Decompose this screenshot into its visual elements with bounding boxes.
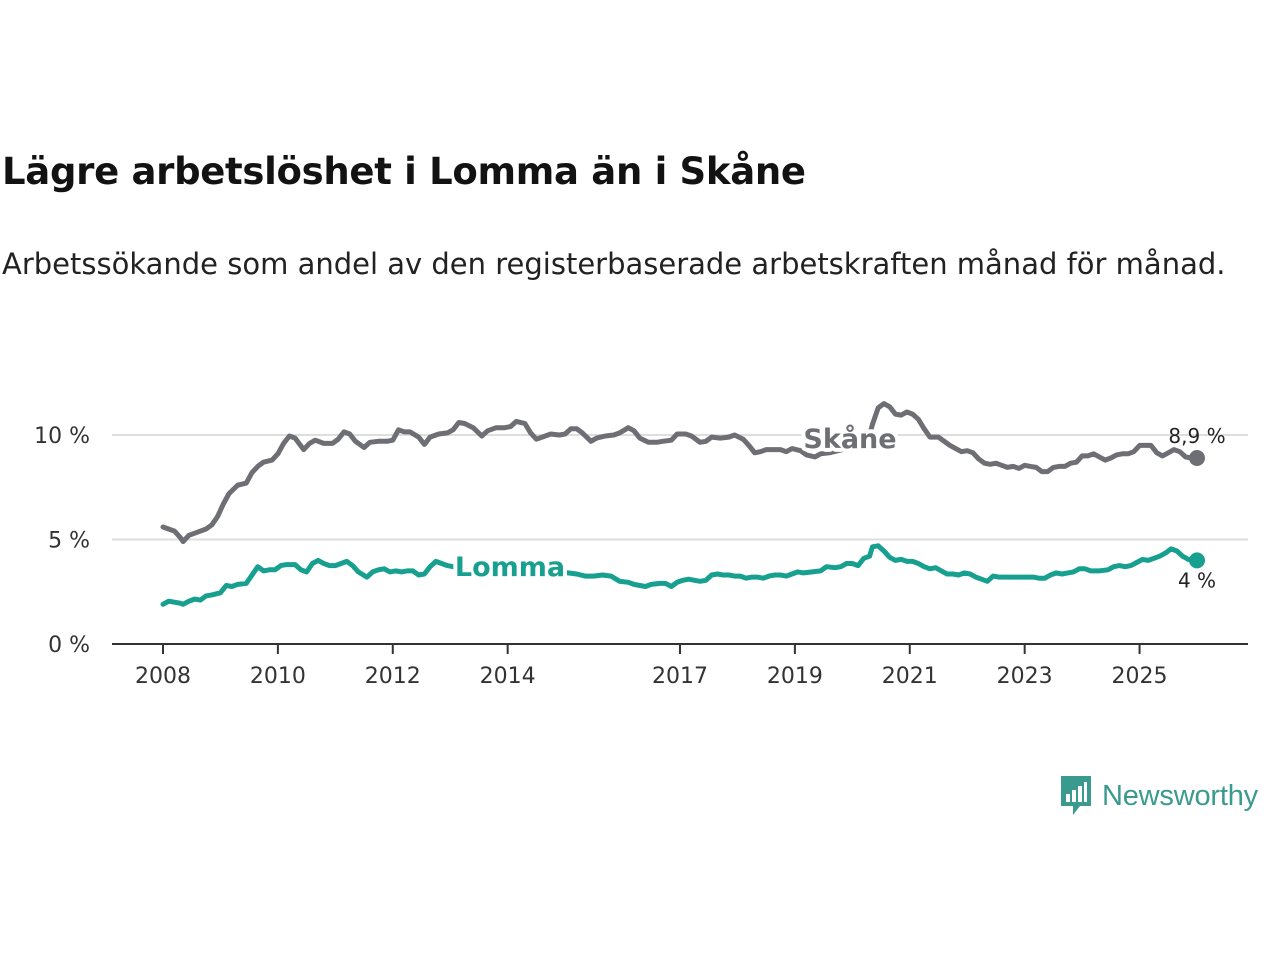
series-name-label: Lomma xyxy=(455,552,565,583)
x-tick-label: 2023 xyxy=(997,664,1053,689)
x-axis-ticks: 2008 2010 2012 2014 2017 2019 2021 2023 2025 xyxy=(135,644,1168,689)
chart-title: Lägre arbetslöshet i Lomma än i Skåne xyxy=(2,150,806,193)
newsworthy-logo-text: Newsworthy xyxy=(1102,779,1258,812)
x-tick-label: 2017 xyxy=(652,664,708,689)
x-tick-label: 2010 xyxy=(250,664,306,689)
series-lines xyxy=(160,401,1205,607)
x-tick-label: 2019 xyxy=(767,664,823,689)
x-tick-label: 2021 xyxy=(882,664,938,689)
series-end-point-skåne xyxy=(1189,449,1205,466)
series-name-label: Skåne xyxy=(803,423,896,455)
series-labels: 8,9 % 4 % Skåne Lomma xyxy=(451,419,1226,592)
y-axis-ticks: 0 % 5 % 10 % xyxy=(34,424,90,658)
x-tick-label: 2025 xyxy=(1112,664,1168,689)
x-tick-label: 2008 xyxy=(135,664,191,689)
y-tick-label: 5 % xyxy=(48,529,90,554)
series-end-point-lomma xyxy=(1189,552,1205,569)
x-tick-label: 2014 xyxy=(480,664,536,689)
end-value-label: 8,9 % xyxy=(1168,424,1225,448)
series-line-skåne xyxy=(160,401,1200,545)
y-tick-label: 0 % xyxy=(48,633,90,658)
newsworthy-logo-icon xyxy=(1061,776,1091,815)
chart-subtitle: Arbetssökande som andel av den registerb… xyxy=(2,247,1226,281)
newsworthy-logo[interactable]: Newsworthy xyxy=(1058,773,1258,819)
end-value-label: 4 % xyxy=(1178,568,1216,592)
series-line-lomma xyxy=(160,543,1200,607)
y-tick-label: 10 % xyxy=(34,424,90,449)
x-tick-label: 2012 xyxy=(365,664,421,689)
